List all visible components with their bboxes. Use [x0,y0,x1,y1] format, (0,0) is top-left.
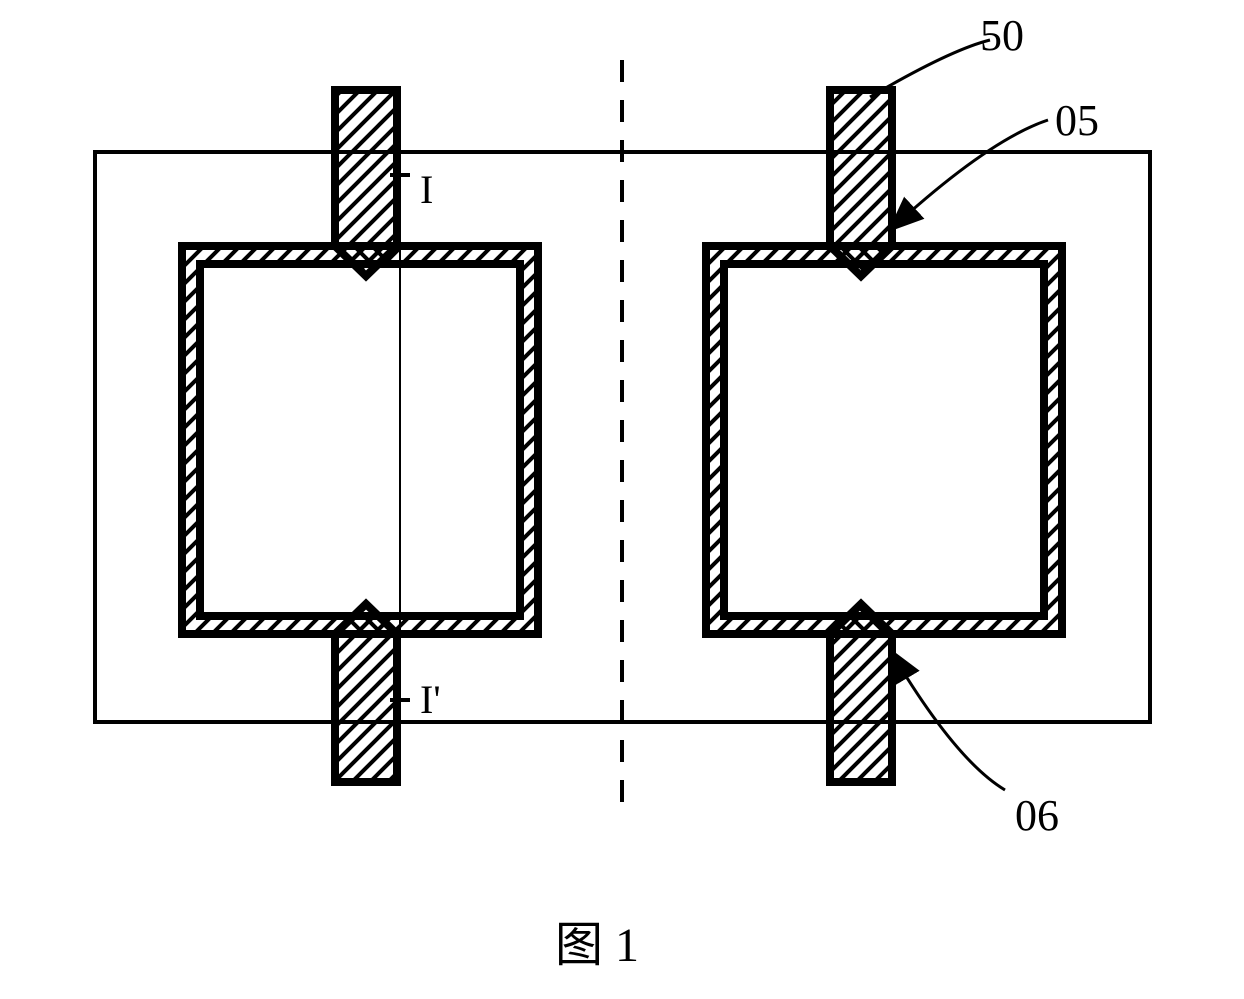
leader-05 [890,120,1048,230]
diagram-svg [0,0,1244,999]
cell1-frame-fill [706,246,1062,634]
cell0-tab-top-fill [335,90,397,246]
cell0-frame-inner [200,264,520,616]
label-n05: 05 [1055,95,1099,146]
cell1-tab-bottom-fill [830,634,892,782]
label-n50: 50 [980,10,1024,61]
label-n06: 06 [1015,790,1059,841]
diagram-root: 图 1 50 05 06 I I' [0,0,1244,999]
cell0-frame-fill [182,246,538,634]
label-fig: 图 1 [555,905,639,975]
label-Ip: I' [420,676,441,723]
cell1-frame-outer [706,246,1062,634]
cell1-frame-inner [724,264,1044,616]
cell1-tab-top-fill [830,90,892,246]
label-I: I [420,166,433,213]
cell0-frame-outer [182,246,538,634]
cell0-tab-bottom-fill [335,634,397,782]
